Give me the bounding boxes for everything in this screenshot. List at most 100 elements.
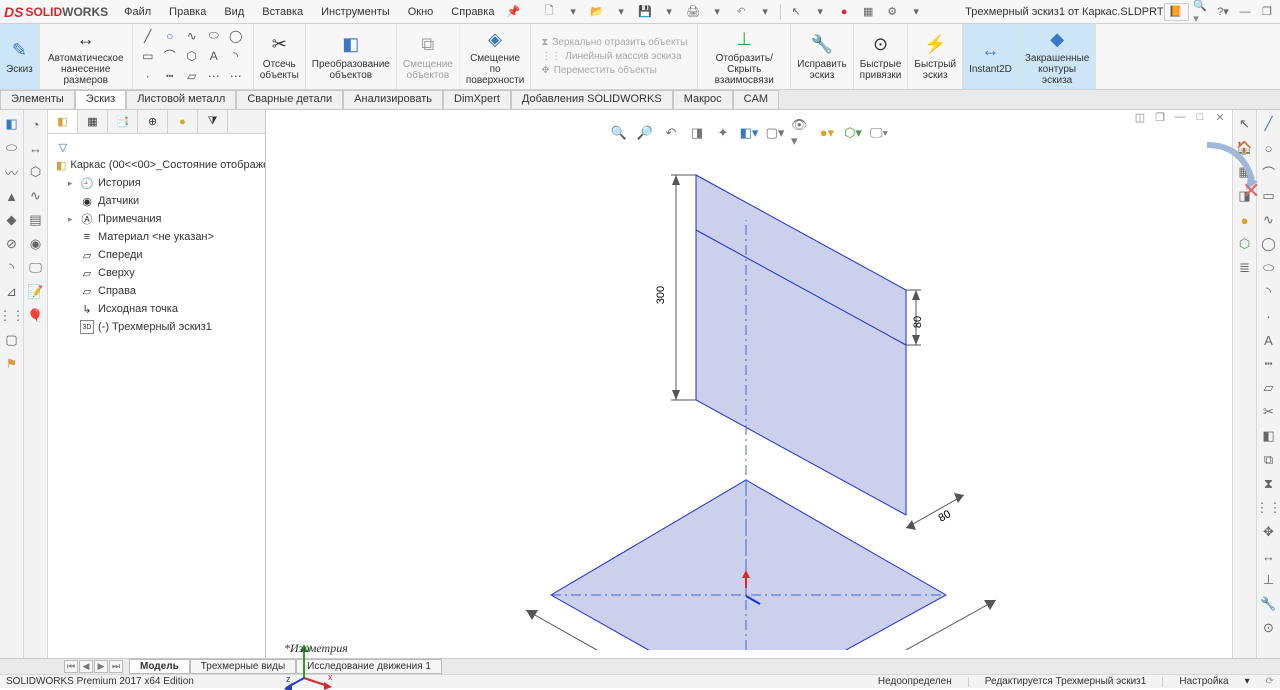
more-icon[interactable]: ⋯ [205, 68, 223, 84]
tree-tab-config[interactable]: 📑 [108, 110, 138, 133]
menu-insert[interactable]: Вставка [258, 4, 307, 20]
tree-tab-dim[interactable]: ⊕ [138, 110, 168, 133]
tree-top[interactable]: ▱Сверху [50, 264, 263, 282]
menu-file[interactable]: Файл [120, 4, 155, 20]
shaded-contours-button[interactable]: ◆ Закрашенные контуры эскиза [1025, 27, 1089, 86]
plane-icon[interactable]: ▱ [183, 68, 201, 84]
tree-annotations[interactable]: ▸ⒶПримечания [50, 210, 263, 228]
text-icon[interactable]: A [205, 48, 223, 64]
dropdown-icon[interactable]: ▾ [708, 3, 726, 21]
rt-relation-icon[interactable]: ⊥ [1259, 570, 1279, 590]
vt-shell-icon[interactable]: ▢ [2, 330, 22, 350]
rt-offset-icon[interactable]: ⧉ [1259, 450, 1279, 470]
tab-weldments[interactable]: Сварные детали [236, 90, 343, 109]
vt-hole-icon[interactable]: ⊘ [2, 234, 22, 254]
centerline-icon[interactable]: ┅ [161, 68, 179, 84]
tab-addins[interactable]: Добавления SOLIDWORKS [511, 90, 673, 109]
convert-button[interactable]: ◧ Преобразование объектов [312, 33, 390, 81]
rt-hide-icon[interactable]: ● [1235, 210, 1255, 230]
menu-help[interactable]: Справка [447, 4, 498, 20]
tab-cam[interactable]: CAM [733, 90, 779, 109]
rt-mirror-icon[interactable]: ⧗ [1259, 474, 1279, 494]
more2-icon[interactable]: ⋯ [227, 68, 245, 84]
vt-loft-icon[interactable]: ▲ [2, 186, 22, 206]
vt-display-icon[interactable]: 🖵 [26, 258, 46, 278]
arc-icon[interactable]: ⌒ [161, 48, 179, 64]
point-icon[interactable]: · [139, 68, 157, 84]
slot-icon[interactable]: ⬭ [205, 28, 223, 44]
tree-origin[interactable]: ↳Исходная точка [50, 300, 263, 318]
tab-macro[interactable]: Макрос [673, 90, 733, 109]
rt-ellipse-icon[interactable]: ◯ [1259, 234, 1279, 254]
rt-list-icon[interactable]: ≣ [1235, 258, 1255, 278]
rt-pattern-icon[interactable]: ⋮⋮ [1259, 498, 1279, 518]
smartdim-button[interactable]: ↔ Автоматическое нанесение размеров [46, 27, 126, 86]
rect-icon[interactable]: ▭ [139, 48, 157, 64]
rt-trim-icon[interactable]: ✂ [1259, 402, 1279, 422]
tab-features[interactable]: Элементы [0, 90, 75, 109]
display-relations-button[interactable]: ⊥ Отобразить/Скрыть взаимосвязи [704, 27, 784, 86]
rt-line-icon[interactable]: ╱ [1259, 114, 1279, 134]
rt-scene-icon[interactable]: ⬡ [1235, 234, 1255, 254]
tree-history[interactable]: ▸🕘История [50, 174, 263, 192]
search-icon[interactable]: 🔍▾ [1193, 0, 1207, 25]
bt-next-icon[interactable]: ▶ [94, 660, 108, 673]
tab-sketch[interactable]: Эскиз [75, 90, 126, 109]
minimize-icon[interactable]: — [1237, 4, 1253, 20]
bt-prev-icon[interactable]: ◀ [79, 660, 93, 673]
rt-text-icon[interactable]: A [1259, 330, 1279, 350]
maximize-icon[interactable]: ❐ [1259, 4, 1275, 20]
vt-cube-icon[interactable]: ◧ [2, 114, 22, 134]
rt-convert-icon[interactable]: ◧ [1259, 426, 1279, 446]
dropdown-icon[interactable]: ▾ [907, 3, 925, 21]
line-icon[interactable]: ╱ [139, 28, 157, 44]
dim-v300[interactable]: 300 [655, 286, 667, 304]
tree-tab-filter[interactable]: ⧩ [198, 110, 228, 133]
spline-icon[interactable]: ∿ [183, 28, 201, 44]
vt-cylinder-icon[interactable]: ⬭ [2, 138, 22, 158]
vt-dim-icon[interactable]: ↔ [26, 138, 46, 158]
rt-centerline-icon[interactable]: ┅ [1259, 354, 1279, 374]
vt-balloon-icon[interactable]: 🎈 [26, 306, 46, 326]
tree-front[interactable]: ▱Спереди [50, 246, 263, 264]
rt-snap-icon[interactable]: ⊙ [1259, 618, 1279, 638]
tree-3dsketch[interactable]: 3D(-) Трехмерный эскиз1 [50, 318, 263, 336]
vt-fillet-icon[interactable]: ◝ [2, 258, 22, 278]
rt-spline-icon[interactable]: ∿ [1259, 210, 1279, 230]
save-icon[interactable]: 💾 [636, 3, 654, 21]
rt-move-icon[interactable]: ✥ [1259, 522, 1279, 542]
tree-tab-feature[interactable]: ◧ [48, 110, 78, 133]
dropdown-icon[interactable]: ▾ [660, 3, 678, 21]
new-icon[interactable]: 🗋 [540, 3, 558, 21]
vt-refgeom-icon[interactable]: ⬡ [26, 162, 46, 182]
vt-sensor-icon[interactable]: ◉ [26, 234, 46, 254]
status-dropdown-icon[interactable]: ▾ [1245, 676, 1250, 687]
options-icon[interactable]: ▦ [859, 3, 877, 21]
pin-icon[interactable]: 📌 [506, 5, 520, 18]
ellipse-icon[interactable]: ◯ [227, 28, 245, 44]
vt-note-icon[interactable]: 📝 [26, 282, 46, 302]
rebuild-icon[interactable]: ● [835, 3, 853, 21]
menu-tools[interactable]: Инструменты [317, 4, 394, 20]
tree-tab-appearance[interactable]: ● [168, 110, 198, 133]
cancel-icon[interactable]: ✕ [1242, 178, 1260, 200]
vt-curve-icon[interactable]: ∿ [26, 186, 46, 206]
rt-select-icon[interactable]: ↖ [1235, 114, 1255, 134]
tree-tab-property[interactable]: ▦ [78, 110, 108, 133]
vt-pattern-icon[interactable]: ⋮⋮ [2, 306, 22, 326]
status-refresh-icon[interactable]: ⟳ [1266, 676, 1274, 687]
rt-fillet-icon[interactable]: ◝ [1259, 282, 1279, 302]
tree-sensors[interactable]: ◉Датчики [50, 192, 263, 210]
bt-last-icon[interactable]: ⏭ [109, 660, 123, 673]
rt-plane-icon[interactable]: ▱ [1259, 378, 1279, 398]
vt-rib-icon[interactable]: ⊿ [2, 282, 22, 302]
menu-edit[interactable]: Правка [165, 4, 210, 20]
settings-icon[interactable]: ⚙ [883, 3, 901, 21]
dropdown-icon[interactable]: ▾ [564, 3, 582, 21]
vp-close-icon[interactable]: ✕ [1212, 110, 1228, 124]
search-box[interactable]: 📙 [1164, 3, 1190, 21]
vt-filter-icon[interactable]: ◔ [26, 114, 46, 134]
tab-dimxpert[interactable]: DimXpert [443, 90, 511, 109]
offset-surface-button[interactable]: ◈ Смещение по поверхности [466, 27, 524, 86]
graphics-viewport[interactable]: ◫ ❐ — □ ✕ 🔍 🔎 ↶ ◨ ✦ ◧▾ ▢▾ 👁▾ ●▾ ⬡▾ 🖵▾ [266, 110, 1232, 658]
